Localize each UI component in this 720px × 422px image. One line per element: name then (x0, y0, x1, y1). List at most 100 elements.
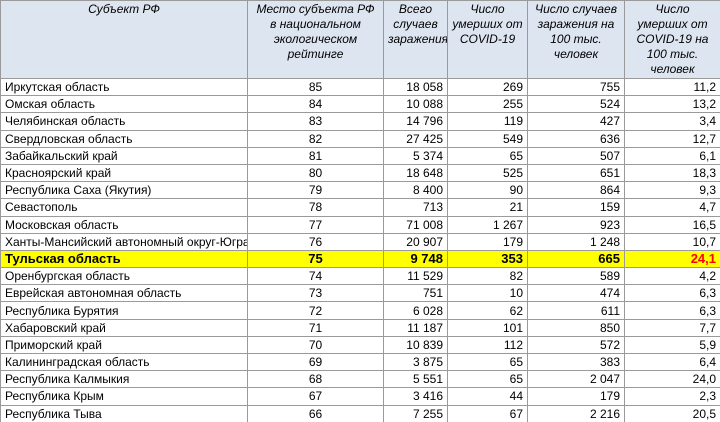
table-cell: 10,7 (624, 232, 720, 251)
table-cell: 16,5 (624, 215, 720, 234)
table-cell: 10 839 (383, 335, 448, 355)
table-body: Иркутская область 85 18 058 269 755 11,2 Омска… (0, 77, 720, 422)
table-cell: Калининградская область (0, 352, 248, 372)
table-cell: 751 (383, 284, 448, 303)
table-cell: 20,5 (624, 404, 720, 422)
table-cell: 44 (447, 387, 528, 406)
table-cell: Омская область (0, 95, 248, 114)
table-cell: 665 (527, 249, 625, 269)
header-cell: Субъект РФ (0, 0, 248, 79)
header-cell: Всего случаев заражения (383, 0, 448, 79)
table-cell: 18 648 (383, 163, 448, 183)
table-cell: 82 (447, 267, 528, 286)
table-cell: Республика Крым (0, 387, 248, 406)
table-row: Севастополь 78 713 21 159 4,7 (0, 198, 720, 217)
table-cell: 71 008 (383, 215, 448, 234)
table-cell: 572 (527, 335, 625, 355)
table-row: Красноярский край 80 18 648 525 651 18,3 (0, 163, 720, 183)
table-cell: 5 551 (383, 370, 448, 389)
table-cell: Красноярский край (0, 163, 248, 183)
table-cell: 383 (527, 352, 625, 372)
table-cell: 71 (247, 318, 384, 337)
table-cell: 14 796 (383, 112, 448, 131)
table-cell: Хабаровский край (0, 318, 248, 337)
table-row: Республика Саха (Якутия) 79 8 400 90 864 9,3 (0, 181, 720, 200)
table-cell: 549 (447, 129, 528, 148)
table-cell: 67 (247, 387, 384, 406)
table-cell: Свердловская область (0, 129, 248, 148)
table-cell: 474 (527, 284, 625, 303)
table-row: Омская область 84 10 088 255 524 13,2 (0, 95, 720, 114)
table-row: Свердловская область 82 27 425 549 636 12,7 (0, 129, 720, 148)
table-cell: 24,1 (624, 249, 720, 269)
table-cell: 81 (247, 146, 384, 165)
table-cell: 611 (527, 301, 625, 320)
table-cell: 69 (247, 352, 384, 372)
table-cell: 524 (527, 95, 625, 114)
table-row: Челябинская область 83 14 796 119 427 3,4 (0, 112, 720, 131)
table-cell: 75 (247, 249, 384, 269)
table-cell: 90 (447, 181, 528, 200)
table-cell: 179 (527, 387, 625, 406)
table-cell: 864 (527, 181, 625, 200)
table-cell: 8 400 (383, 181, 448, 200)
table-row: Приморский край 70 10 839 112 572 5,9 (0, 335, 720, 355)
table-cell: 1 248 (527, 232, 625, 251)
table-cell: 11,2 (624, 77, 720, 97)
table-cell: 78 (247, 198, 384, 217)
table-cell: 18,3 (624, 163, 720, 183)
table-cell: 27 425 (383, 129, 448, 148)
table-cell: 269 (447, 77, 528, 97)
table-cell: Московская область (0, 215, 248, 234)
table-cell: 2 047 (527, 370, 625, 389)
table-cell: 10 (447, 284, 528, 303)
table-cell: 6 028 (383, 301, 448, 320)
table-cell: Республика Бурятия (0, 301, 248, 320)
table-cell: 179 (447, 232, 528, 251)
table-cell: 65 (447, 352, 528, 372)
table-cell: 4,7 (624, 198, 720, 217)
table-cell: 1 267 (447, 215, 528, 234)
table-cell: 70 (247, 335, 384, 355)
table-cell: 10 088 (383, 95, 448, 114)
table-cell: 507 (527, 146, 625, 165)
table-cell: 636 (527, 129, 625, 148)
table-row: Республика Тыва 66 7 255 67 2 216 20,5 (0, 404, 720, 422)
table-cell: 83 (247, 112, 384, 131)
table-row: Республика Калмыкия 68 5 551 65 2 047 24,0 (0, 370, 720, 389)
table-row: Оренбургская область 74 11 529 82 589 4,2 (0, 267, 720, 286)
table-cell: 13,2 (624, 95, 720, 114)
table-cell: 67 (447, 404, 528, 422)
table-cell: 6,1 (624, 146, 720, 165)
table-cell: 2,3 (624, 387, 720, 406)
table-row: Еврейская автономная область 73 751 10 474 6,… (0, 284, 720, 303)
header-cell: Число умерших от COVID-19 (447, 0, 528, 79)
table-cell: 9,3 (624, 181, 720, 200)
table-cell: 11 529 (383, 267, 448, 286)
table-cell: 65 (447, 370, 528, 389)
table-cell: 74 (247, 267, 384, 286)
table-cell: 6,3 (624, 301, 720, 320)
table-cell: 68 (247, 370, 384, 389)
header-row: Субъект РФ Место субъекта РФ в национальн… (0, 0, 720, 79)
table-row: Московская область 77 71 008 1 267 923 16,5 (0, 215, 720, 234)
table-row: Тульская область 75 9 748 353 665 24,1 (0, 249, 720, 269)
table-cell: Севастополь (0, 198, 248, 217)
table-cell: 18 058 (383, 77, 448, 97)
table-cell: Республика Калмыкия (0, 370, 248, 389)
header-cell: Число случаев заражения на 100 тыс. чело… (527, 0, 625, 79)
header-cell: Число умерших от COVID-19 на 100 тыс. че… (624, 0, 720, 79)
table-row: Республика Крым 67 3 416 44 179 2,3 (0, 387, 720, 406)
table-cell: 713 (383, 198, 448, 217)
table-cell: 755 (527, 77, 625, 97)
table-cell: Челябинская область (0, 112, 248, 131)
table-cell: 73 (247, 284, 384, 303)
table-cell: 80 (247, 163, 384, 183)
table-row: Иркутская область 85 18 058 269 755 11,2 (0, 77, 720, 97)
table-row: Республика Бурятия 72 6 028 62 611 6,3 (0, 301, 720, 320)
table-cell: Еврейская автономная область (0, 284, 248, 303)
table-cell: 255 (447, 95, 528, 114)
table-cell: 3 416 (383, 387, 448, 406)
table-cell: 353 (447, 249, 528, 269)
table-cell: Приморский край (0, 335, 248, 355)
